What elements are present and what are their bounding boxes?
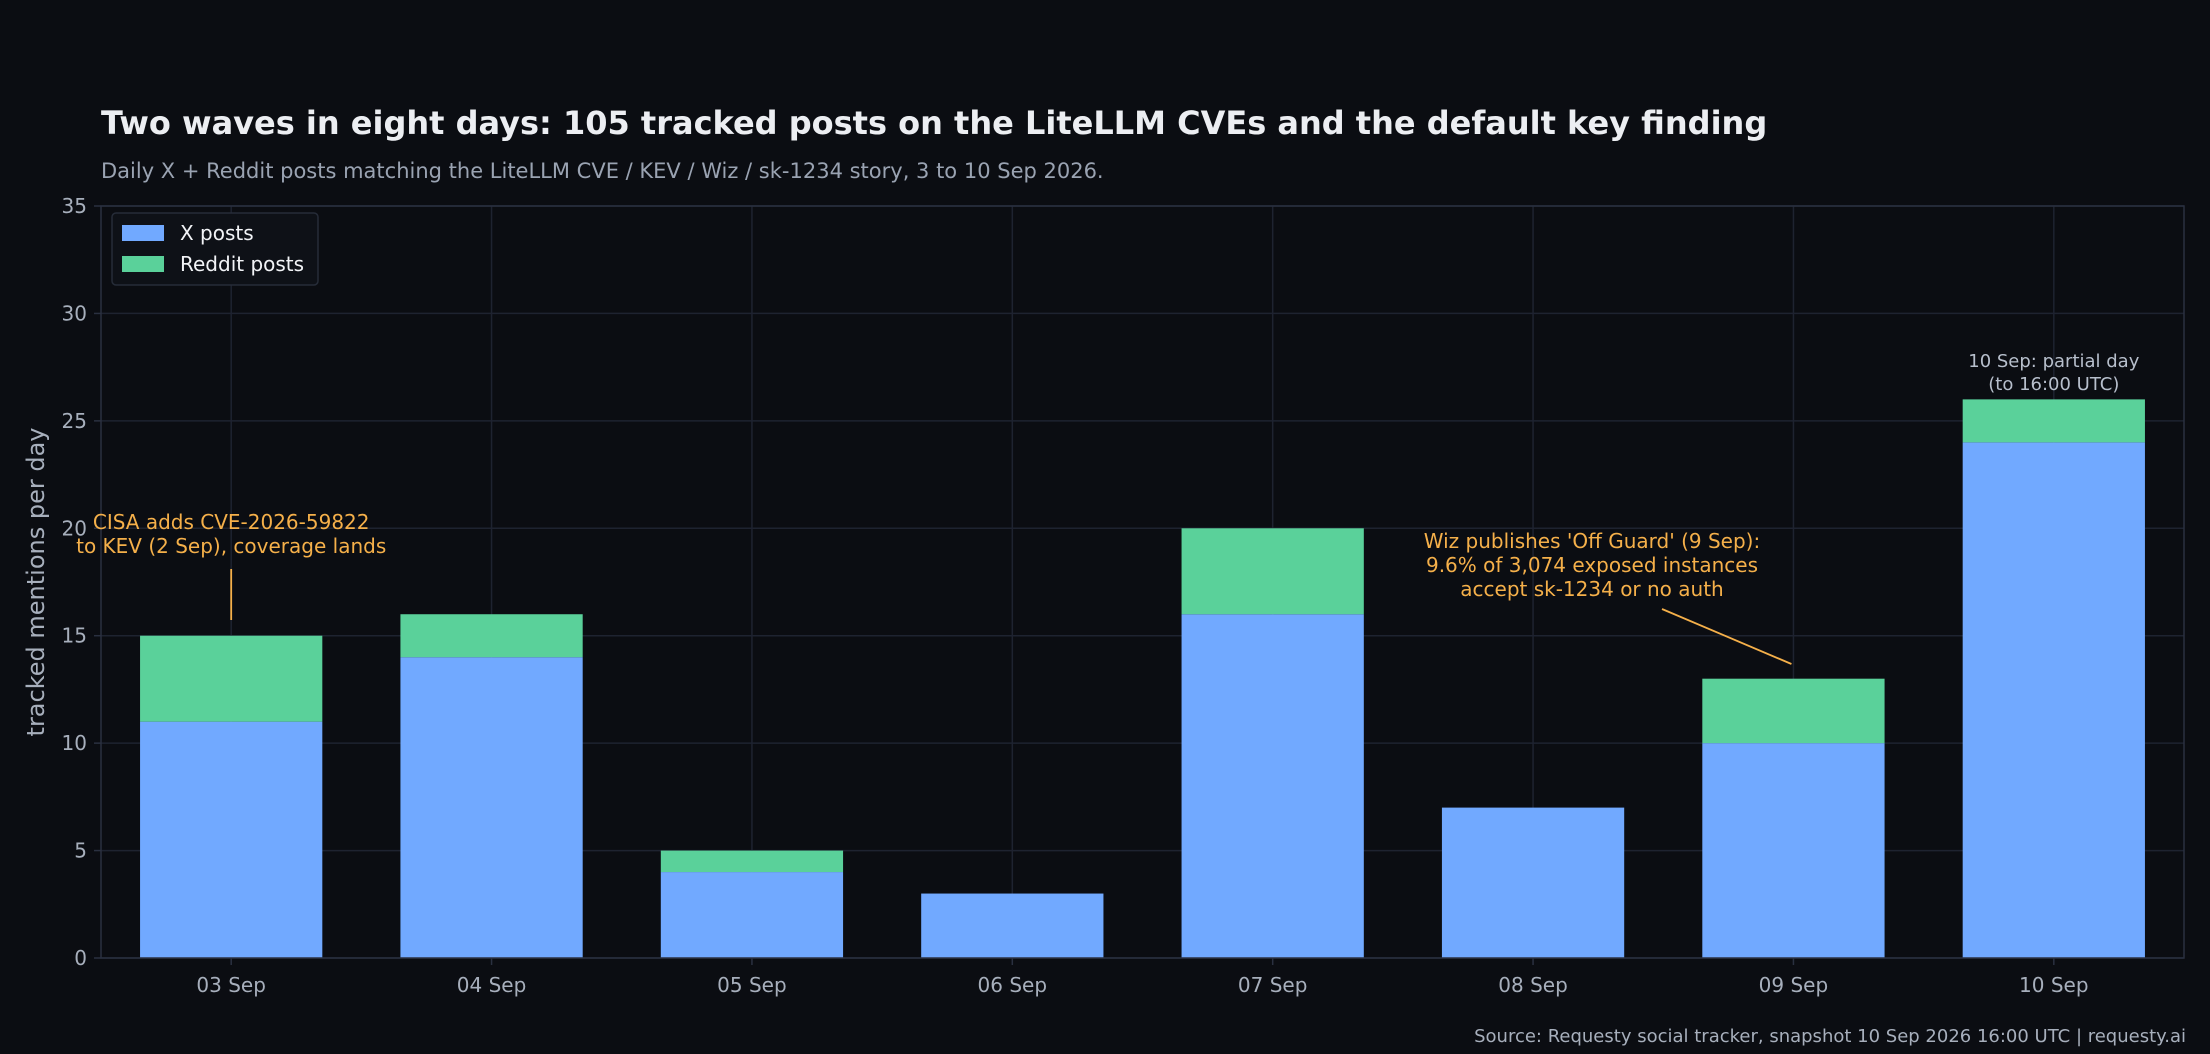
annotation-kev-text: to KEV (2 Sep), coverage lands (76, 534, 386, 558)
bar-x-posts (140, 721, 323, 958)
bar-reddit-posts (1962, 399, 2145, 443)
axes: 0 5 10 15 20 25 30 35 03 Sep 04 Sep 05 Sep 06 Sep 07… (62, 194, 2185, 997)
bar-reddit-posts (1702, 678, 1885, 744)
y-tick-label: 20 (62, 516, 87, 540)
x-tick-label: 08 Sep (1498, 973, 1568, 997)
x-tick-label: 06 Sep (978, 973, 1048, 997)
legend-swatch-reddit-posts (122, 256, 164, 272)
plot-frame (100, 205, 2185, 959)
y-tick-label: 10 (62, 731, 87, 755)
y-axis-label: tracked mentions per day (22, 428, 50, 737)
annotation-wiz-text: Wiz publishes 'Off Guard' (9 Sep): (1424, 529, 1760, 553)
bar-reddit-posts (140, 635, 323, 722)
source-note: Source: Requesty social tracker, snapsho… (1474, 1026, 2186, 1047)
y-tick-label: 25 (62, 409, 87, 433)
annotation-wiz-arrow (1661, 608, 1792, 665)
x-tick-label: 05 Sep (717, 973, 787, 997)
x-tick-label: 04 Sep (457, 973, 527, 997)
bar-x-posts (1441, 807, 1625, 958)
annotation-kev-text: CISA adds CVE-2026-59822 (93, 510, 370, 534)
annotation-wiz-text: accept sk-1234 or no auth (1460, 577, 1723, 601)
x-tick-label: 09 Sep (1759, 973, 1829, 997)
x-tick-label: 10 Sep (2019, 973, 2089, 997)
partial-day-note: 10 Sep: partial day (1968, 351, 2139, 372)
chart-subtitle: Daily X + Reddit posts matching the Lite… (101, 159, 1104, 183)
bar-x-posts (1181, 614, 1364, 958)
x-tick-label: 03 Sep (196, 973, 266, 997)
bar-reddit-posts (1181, 528, 1364, 615)
chart-title: Two waves in eight days: 105 tracked pos… (101, 104, 1767, 142)
bar-reddit-posts (400, 614, 583, 658)
bar-x-posts (1702, 743, 1885, 958)
y-tick-label: 35 (62, 194, 87, 218)
x-tick-label: 07 Sep (1238, 973, 1308, 997)
bar-x-posts (921, 893, 1104, 958)
bar-x-posts (660, 872, 844, 958)
annotation-wiz-text: 9.6% of 3,074 exposed instances (1426, 553, 1758, 577)
y-tick-label: 15 (62, 624, 87, 648)
bar-x-posts (400, 657, 583, 958)
y-tick-label: 30 (62, 301, 87, 325)
bar-x-posts (1962, 442, 2145, 958)
y-tick-label: 0 (74, 946, 87, 970)
bar-reddit-posts (660, 850, 844, 873)
legend-label-reddit-posts: Reddit posts (180, 252, 304, 276)
legend: X posts Reddit posts (111, 212, 319, 286)
y-tick-label: 5 (74, 839, 87, 863)
legend-swatch-x-posts (122, 225, 164, 241)
partial-day-note: (to 16:00 UTC) (1988, 374, 2119, 395)
bars (140, 399, 2145, 958)
legend-label-x-posts: X posts (180, 221, 254, 245)
